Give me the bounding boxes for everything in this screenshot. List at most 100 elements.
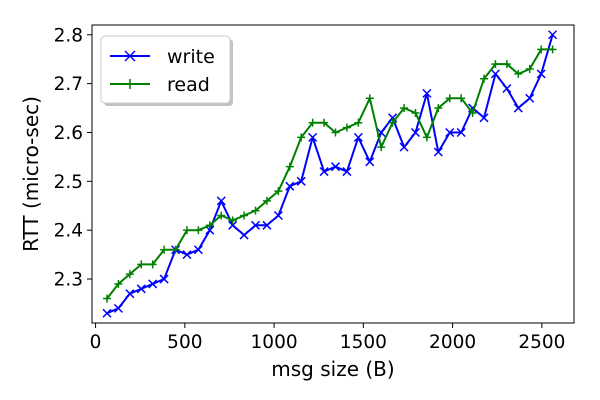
data-point-read [148,260,157,269]
data-point-read [297,133,306,142]
data-point-write [479,113,489,123]
data-point-write [502,83,512,94]
data-point-read [480,74,489,83]
data-point-read [491,60,500,69]
data-point-read [411,108,420,117]
series-line-write [106,34,554,315]
x-tick-label: 1500 [340,332,387,353]
y-tick-label: 2.5 [54,172,83,193]
data-point-write [148,279,158,289]
data-point-read [114,279,123,288]
data-point-read [388,118,397,127]
data-point-write [365,157,375,167]
data-point-read [525,64,534,73]
data-point-write [308,132,318,142]
data-point-write [353,132,363,142]
data-point-read [502,60,511,69]
data-point-read [125,270,134,279]
data-point-read [537,45,546,54]
data-point-read [457,94,466,103]
data-point-read [434,104,443,113]
legend: write read [100,35,233,106]
data-point-write [319,167,329,177]
data-point-read [308,118,317,127]
data-point-read [342,123,351,132]
x-axis-title: msg size (B) [271,357,394,381]
data-point-read [228,216,237,225]
plot-area [102,30,558,318]
data-point-read [285,162,294,171]
legend-item-write: write [110,46,215,68]
legend-label: read [167,74,210,96]
data-point-read [377,143,386,152]
x-tick-label: 500 [167,332,202,353]
data-point-write [159,274,169,284]
data-point-read [217,211,226,220]
data-point-read [205,221,214,230]
data-point-read [548,45,557,54]
data-point-read [400,104,409,113]
data-point-write [216,196,226,206]
data-point-write [410,127,421,138]
data-point-read [468,108,477,117]
data-point-read [274,187,283,196]
data-point-write [285,181,295,191]
data-point-read [194,226,203,235]
series-read [102,45,557,303]
x-tick-label: 0 [90,332,102,353]
data-point-write [125,289,135,299]
data-point-read [171,245,180,254]
data-point-write [342,167,352,177]
legend-marker [125,79,135,89]
y-tick-label: 2.4 [54,221,83,242]
data-point-write [239,230,249,240]
y-tick-label: 2.6 [54,123,83,144]
data-point-write [136,284,146,294]
data-point-write [182,250,192,260]
data-point-read [365,94,374,103]
legend-item-read: read [110,74,210,96]
series-line-read [106,48,553,300]
data-point-read [240,211,249,220]
legend-label: write [167,46,215,68]
data-point-read [262,196,271,205]
data-point-write [330,162,341,172]
series-write [102,30,558,318]
axes: 0 500 1000 1500 2000 2500 2.3 2.4 2.5 2.6 2.7 2.8 [54,25,566,353]
data-point-write [422,88,432,98]
data-point-read [354,118,363,127]
data-point-write [445,127,455,138]
legend-marker [124,50,136,62]
data-point-read [514,69,523,78]
y-axis-title: RTT (micro-sec) [19,96,43,252]
data-point-write [113,303,123,313]
data-point-read [182,226,191,235]
data-point-write [490,69,500,79]
data-point-read [102,294,111,303]
data-point-write [262,220,272,230]
y-tick-label: 2.7 [54,74,83,95]
data-point-write [548,30,558,40]
data-point-read [422,133,431,142]
data-point-read [160,245,169,254]
data-point-read [251,206,260,215]
data-point-read [445,94,454,103]
data-point-write [536,69,546,79]
data-point-read [137,260,146,269]
data-point-write [399,142,409,152]
x-tick-label: 2000 [429,332,476,353]
data-point-read [320,118,329,127]
data-point-write [296,176,306,186]
data-point-write [102,308,112,318]
data-point-write [193,245,203,255]
x-tick-label: 2500 [518,332,565,353]
data-point-write [513,103,523,113]
data-point-write [250,220,261,230]
data-point-write [433,147,443,157]
x-tick-label: 1000 [251,332,298,353]
data-point-write [273,210,283,221]
data-point-write [228,220,238,230]
data-point-write [525,93,535,103]
